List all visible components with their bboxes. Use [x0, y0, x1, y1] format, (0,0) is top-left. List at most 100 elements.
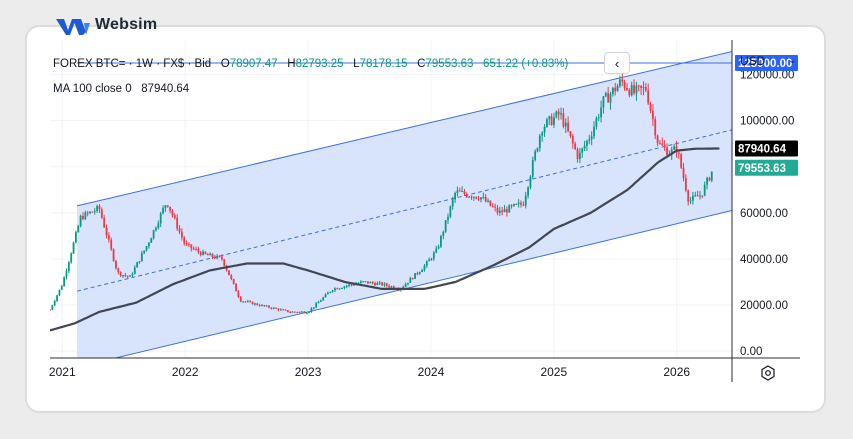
candle-body: [275, 307, 277, 309]
candle-body: [301, 311, 303, 313]
candle-body: [583, 145, 586, 149]
candle-body: [63, 277, 66, 287]
settings-icon[interactable]: [760, 365, 776, 381]
candle-body: [213, 257, 216, 259]
candle-body: [256, 303, 259, 306]
close-label: C: [417, 58, 426, 70]
candle-body: [649, 103, 652, 111]
candle-body: [204, 251, 207, 254]
candle-body: [689, 200, 692, 202]
candle-body: [576, 149, 579, 159]
candle-body: [183, 237, 186, 244]
candle-body: [538, 135, 541, 149]
candle-body: [322, 297, 325, 301]
candle-body: [694, 195, 697, 197]
symbol-label[interactable]: FOREX BTC= · 1W · FX$ · Bid: [53, 58, 212, 70]
candle-body: [595, 118, 598, 127]
candle-body: [202, 251, 204, 256]
candle-body: [560, 113, 562, 115]
candle-body: [404, 284, 407, 287]
ma-legend[interactable]: MA 100 close 0 87940.64: [53, 83, 189, 95]
candle-body: [388, 285, 391, 288]
candle-body: [129, 275, 131, 277]
collapse-legend-button[interactable]: ‹: [604, 52, 630, 74]
open-label: O: [220, 58, 230, 70]
candle-body: [701, 195, 704, 197]
candle-body: [261, 305, 263, 307]
candle-body: [60, 286, 63, 290]
candle-body: [640, 85, 643, 88]
candle-body: [687, 190, 690, 202]
chevron-left-icon: ‹: [614, 56, 620, 71]
candle-body: [571, 135, 574, 144]
candle-body: [480, 197, 482, 200]
candle-body: [423, 265, 426, 271]
candle-body: [228, 270, 230, 276]
candle-body: [647, 90, 650, 104]
candle-body: [684, 178, 687, 191]
candle-body: [440, 235, 442, 247]
level-price-tag: 125000.00: [738, 58, 792, 70]
candle-body: [675, 146, 678, 153]
candle-body: [286, 310, 289, 313]
candle-body: [258, 305, 261, 307]
channel-upper-line: [76, 51, 732, 207]
candle-body: [197, 249, 200, 252]
currency-selector[interactable]: USD: [740, 54, 766, 68]
candle-body: [246, 301, 249, 303]
x-tick-label: 2022: [172, 365, 199, 379]
chevron-down-icon[interactable]: ⌄: [788, 55, 797, 66]
candle-body: [548, 116, 551, 120]
candle-body: [590, 136, 593, 140]
candle-body: [482, 196, 485, 198]
candle-body: [152, 230, 155, 239]
candle-body: [593, 126, 595, 137]
candle-body: [77, 226, 80, 233]
candle-body: [501, 210, 504, 213]
ma-price-tag: 87940.64: [738, 143, 787, 155]
candle-body: [494, 206, 497, 208]
candle-body: [520, 202, 522, 205]
candle-body: [110, 239, 113, 250]
candle-body: [282, 309, 285, 311]
x-tick-label: 2023: [295, 365, 322, 379]
candle-body: [651, 110, 654, 120]
candle-body: [637, 85, 640, 87]
candle-body: [270, 307, 273, 309]
candle-body: [359, 281, 362, 284]
candle-body: [626, 88, 628, 90]
candle-body: [430, 258, 433, 260]
candle-body: [284, 309, 287, 311]
candle-body: [611, 87, 614, 95]
plot-area: [50, 40, 732, 358]
candle-body: [383, 283, 386, 286]
candle-body: [371, 282, 374, 284]
candle-body: [586, 140, 588, 146]
candle-body: [567, 122, 570, 132]
candle-body: [324, 294, 327, 298]
candle-body: [98, 206, 101, 210]
candle-body: [529, 176, 532, 188]
x-tick-label: 2024: [418, 365, 445, 379]
candle-body: [670, 149, 673, 155]
candle-body: [376, 283, 379, 286]
candle-body: [362, 281, 365, 283]
candle-body: [553, 117, 555, 125]
candle-body: [449, 206, 452, 217]
candle-body: [75, 232, 77, 243]
candle-body: [418, 272, 421, 274]
candle-body: [524, 195, 527, 206]
open-value: 78907.47: [229, 58, 278, 70]
brand-name: Websim: [95, 16, 158, 33]
candle-body: [475, 196, 478, 199]
candle-body: [557, 111, 560, 115]
candle-body: [317, 301, 320, 304]
candle-body: [315, 303, 318, 308]
candle-body: [244, 301, 247, 303]
candle-body: [513, 204, 515, 206]
candle-body: [112, 249, 115, 261]
candle-body: [510, 205, 513, 207]
candle-body: [350, 284, 353, 286]
ma-value: 87940.64: [141, 83, 190, 95]
